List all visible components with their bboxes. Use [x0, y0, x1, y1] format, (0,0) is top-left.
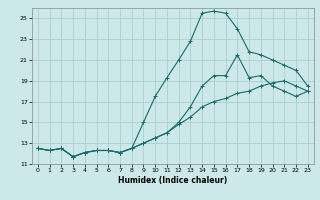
X-axis label: Humidex (Indice chaleur): Humidex (Indice chaleur)	[118, 176, 228, 185]
